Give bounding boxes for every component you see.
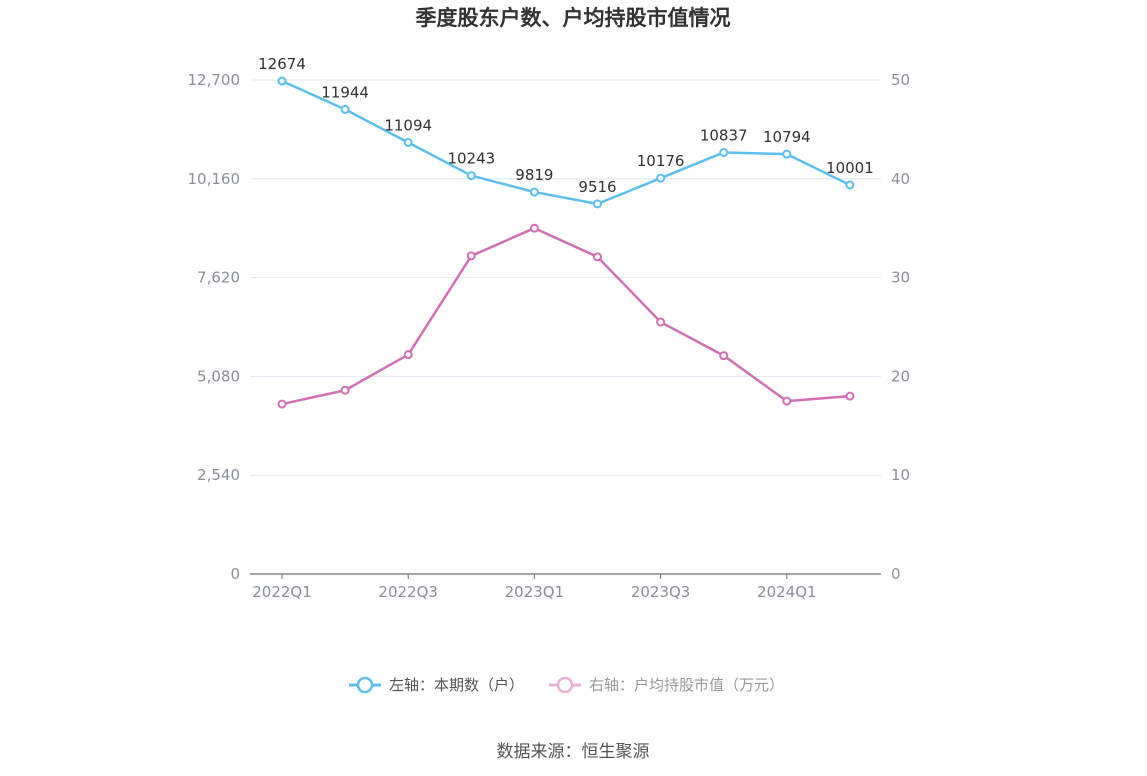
- data-point-left[interactable]: [782, 149, 792, 159]
- right-axis-tick-label: 10: [891, 466, 910, 484]
- data-point-right[interactable]: [466, 251, 476, 261]
- right-axis-tick-label: 40: [891, 170, 910, 188]
- x-axis-tick-label: 2023Q3: [631, 583, 691, 601]
- data-point-right[interactable]: [529, 223, 539, 233]
- grid-layer: [250, 79, 881, 476]
- left-axis-tick-label: 0: [230, 565, 240, 583]
- series-line-left: [281, 79, 851, 206]
- data-point-left[interactable]: [593, 199, 602, 209]
- x-axis-tick-label: 2023Q1: [505, 583, 565, 601]
- data-point-left[interactable]: [403, 137, 413, 147]
- legend-marker-left: [356, 676, 374, 694]
- x-axis-tick-label: 2022Q3: [378, 583, 438, 601]
- legend-label-left: 左轴：本期数（户）: [389, 676, 524, 694]
- right-axis-tick-label: 20: [891, 367, 910, 385]
- data-point-right[interactable]: [403, 350, 413, 360]
- data-label: 10837: [700, 126, 748, 144]
- left-axis-tick-label: 5,080: [197, 367, 240, 385]
- data-point-right[interactable]: [719, 351, 729, 361]
- x-axis-tick-label: 2024Q1: [757, 583, 817, 601]
- x-axis-tick-label: 2022Q1: [252, 583, 312, 601]
- left-axis-tick-label: 10,160: [188, 170, 241, 188]
- data-label: 11094: [384, 116, 432, 134]
- left-axis-tick-label: 7,620: [197, 269, 240, 287]
- axis-layer: 0 0 2,540 10 5,080 20 7,620 30 10,160 40 12,700 50 2…: [188, 71, 911, 601]
- right-axis-tick-label: 0: [891, 565, 901, 583]
- data-label: 10001: [826, 159, 874, 177]
- left-axis-tick-label: 12,700: [188, 71, 241, 89]
- data-point-right[interactable]: [656, 317, 666, 327]
- data-point-right[interactable]: [782, 396, 792, 406]
- legend-item-left-series[interactable]: 左轴：本期数（户）: [349, 676, 524, 694]
- legend: 左轴：本期数（户） 右轴：户均持股市值（万元）: [349, 676, 784, 694]
- data-point-left[interactable]: [656, 173, 666, 183]
- data-label: 10176: [637, 152, 685, 170]
- data-label: 11944: [321, 83, 369, 101]
- data-label: 10794: [763, 128, 811, 146]
- data-point-left[interactable]: [466, 171, 476, 181]
- right-axis-tick-label: 50: [891, 71, 910, 89]
- right-axis-tick-label: 30: [891, 269, 910, 287]
- data-label-layer: 12674 11944 11094 10243 9819 9516 10176 10837 10…: [258, 55, 874, 196]
- data-point-right[interactable]: [593, 252, 602, 262]
- legend-item-right-series[interactable]: 右轴：户均持股市值（万元）: [549, 676, 784, 694]
- data-point-left[interactable]: [719, 147, 729, 157]
- data-point-right[interactable]: [845, 391, 855, 401]
- data-point-right[interactable]: [340, 385, 350, 395]
- chart-title: 季度股东户数、户均持股市值情况: [416, 6, 731, 30]
- data-point-right[interactable]: [277, 399, 287, 409]
- data-label: 9819: [515, 166, 553, 184]
- data-label: 10243: [447, 150, 495, 168]
- data-label: 12674: [258, 55, 306, 73]
- source-note: 数据来源：恒生聚源: [497, 742, 650, 762]
- legend-label-right: 右轴：户均持股市值（万元）: [589, 676, 784, 694]
- series-layer: [277, 76, 855, 409]
- series-line-right: [281, 226, 850, 406]
- data-point-left[interactable]: [277, 76, 287, 86]
- left-axis-tick-label: 2,540: [197, 466, 240, 484]
- data-point-left[interactable]: [845, 180, 855, 190]
- data-label: 9516: [578, 178, 616, 196]
- data-point-left[interactable]: [529, 187, 539, 197]
- legend-marker-right: [556, 676, 574, 694]
- data-point-left[interactable]: [340, 104, 350, 114]
